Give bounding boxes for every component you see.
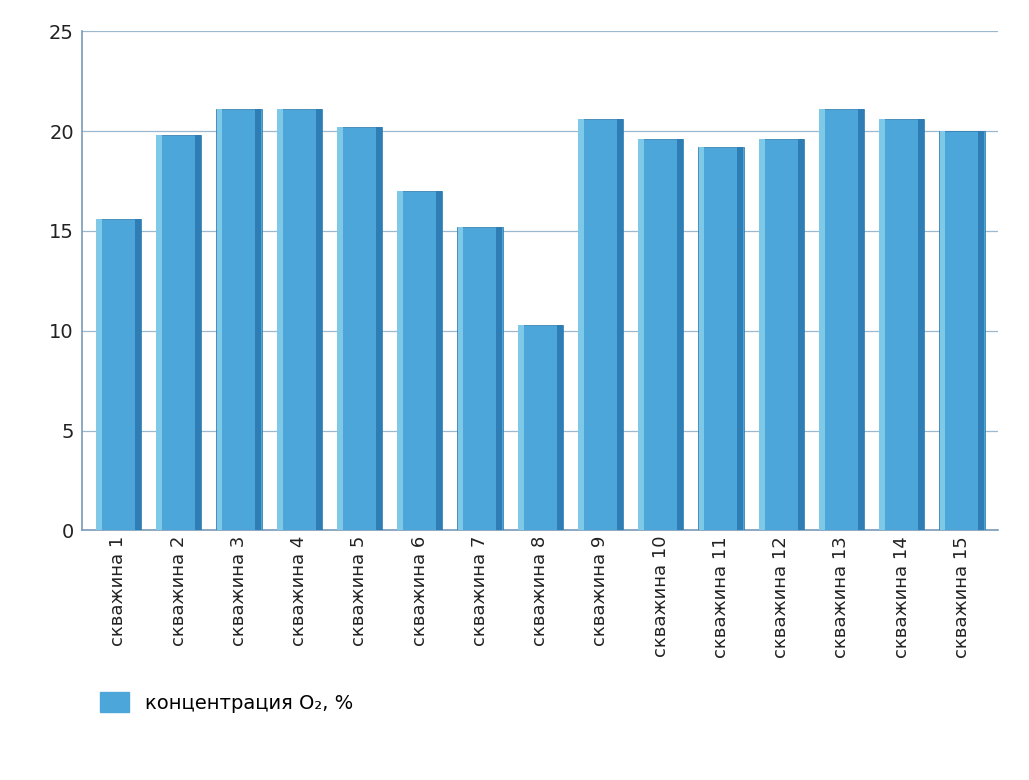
Bar <box>436 191 442 530</box>
Bar <box>638 139 683 530</box>
Bar <box>858 109 864 530</box>
Bar <box>96 219 102 530</box>
Bar <box>156 135 202 530</box>
Bar <box>880 119 885 530</box>
Bar <box>699 147 705 530</box>
Bar <box>758 139 804 530</box>
Bar <box>738 147 743 530</box>
Bar <box>458 227 463 530</box>
Bar <box>196 135 201 530</box>
Bar <box>277 109 322 530</box>
Bar <box>677 139 683 530</box>
Bar <box>397 191 403 530</box>
Bar <box>578 119 624 530</box>
Bar <box>939 131 985 530</box>
Bar <box>939 131 946 530</box>
Bar <box>617 119 623 530</box>
Bar <box>277 109 283 530</box>
Bar <box>578 119 584 530</box>
Bar <box>397 191 442 530</box>
Bar <box>819 109 825 530</box>
Bar <box>819 109 864 530</box>
Bar <box>216 109 222 530</box>
Bar <box>797 139 804 530</box>
Legend: концентрация O₂, %: концентрация O₂, % <box>92 684 360 721</box>
Bar <box>216 109 261 530</box>
Bar <box>518 324 563 530</box>
Bar <box>879 119 924 530</box>
Bar <box>457 227 502 530</box>
Bar <box>255 109 261 530</box>
Bar <box>699 147 744 530</box>
Bar <box>336 127 382 530</box>
Bar <box>338 127 343 530</box>
Bar <box>316 109 322 530</box>
Bar <box>758 139 765 530</box>
Bar <box>638 139 644 530</box>
Bar <box>135 219 141 530</box>
Bar <box>96 219 141 530</box>
Bar <box>918 119 924 530</box>
Bar <box>557 324 563 530</box>
Bar <box>156 135 163 530</box>
Bar <box>376 127 382 530</box>
Bar <box>518 324 524 530</box>
Bar <box>496 227 502 530</box>
Bar <box>979 131 985 530</box>
